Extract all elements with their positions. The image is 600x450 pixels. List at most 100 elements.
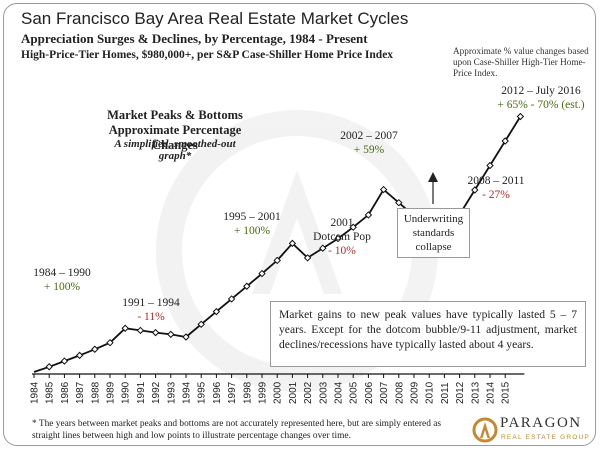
chart-title: San Francisco Bay Area Real Estate Marke… <box>21 9 409 28</box>
x-tick-label: 1998 <box>242 381 253 404</box>
x-tick-label: 1990 <box>121 381 132 404</box>
data-point <box>486 161 494 170</box>
data-point <box>60 357 69 365</box>
footnote: * The years between market peaks and bot… <box>32 419 442 441</box>
data-point <box>364 211 373 219</box>
x-tick-label: 1987 <box>75 381 86 404</box>
data-point <box>121 324 129 332</box>
annotation-change: + 65% - 70% (est.) <box>497 99 585 111</box>
inner-title-line1: Market Peaks & Bottoms <box>107 108 243 122</box>
x-tick-label: 2005 <box>349 381 360 404</box>
data-point <box>45 363 53 371</box>
data-point <box>319 244 327 252</box>
inner-title-line2: Approximate Percentage Changes <box>108 123 242 152</box>
data-point <box>258 269 266 278</box>
data-point <box>243 282 251 290</box>
x-tick-label: 1992 <box>151 381 162 404</box>
chart-frame: 1984 1985 1986 1987 1988 1989 1990 1991 1992 1993… <box>3 3 596 446</box>
annotation-2008-2011: 2008 – 2011 - 27% <box>456 174 536 202</box>
annotation-period: 1995 – 2001 <box>223 211 281 223</box>
annotation-change: - 27% <box>482 189 510 201</box>
data-point <box>349 223 357 231</box>
x-tick-label: 2010 <box>425 381 436 404</box>
data-point <box>334 234 342 243</box>
annotation-2001-dotcom: 2001 Dotcom Pop - 10% <box>307 216 377 258</box>
x-tick-label: 2001 <box>288 381 299 404</box>
x-tick-label: 2012 <box>455 381 466 404</box>
data-point <box>273 256 281 265</box>
underwriting-arrow <box>428 172 438 204</box>
x-tick-label: 1995 <box>197 381 208 404</box>
x-tick-label: 1996 <box>212 381 223 404</box>
underwriting-callout: Underwriting standards collapse <box>397 208 470 258</box>
x-tick-label: 1985 <box>45 381 56 404</box>
paragon-mark-icon <box>472 417 498 443</box>
logo-tagline: REAL ESTATE GROUP <box>501 434 590 441</box>
annotation-change: + 100% <box>43 281 81 293</box>
data-point <box>197 320 205 329</box>
chart-subtitle-2: High-Price-Tier Homes, $980,000+, per S&… <box>21 49 394 61</box>
annotation-1991-1994: 1991 – 1994 - 11% <box>111 296 191 324</box>
annotation-period-line2: Dotcom Pop <box>313 231 371 243</box>
data-point <box>136 326 145 335</box>
data-point <box>167 330 175 339</box>
data-point <box>395 198 403 207</box>
data-point <box>227 295 236 303</box>
x-tick-label: 2011 <box>440 382 451 404</box>
annotation-change: + 100% <box>233 225 271 237</box>
data-point <box>288 239 297 248</box>
data-point <box>516 112 525 121</box>
annotation-1995-2001: 1995 – 2001 + 100% <box>212 210 292 238</box>
annotation-period: 1991 – 1994 <box>122 297 180 309</box>
data-point <box>471 186 479 194</box>
x-tick-label: 2013 <box>470 381 481 404</box>
x-tick-label: 1991 <box>136 381 147 404</box>
annotation-period-line1: 2001 <box>330 217 354 229</box>
x-tick-label: 2014 <box>486 381 497 404</box>
annotation-change: - 10% <box>328 245 356 257</box>
annotation-change: - 11% <box>137 311 165 323</box>
annotation-period: 2012 – July 2016 <box>501 85 581 97</box>
x-tick-label: 2007 <box>379 381 390 404</box>
x-tick-label: 1986 <box>60 381 71 404</box>
annotation-change: + 59% <box>353 144 385 156</box>
annotation-1984-1990: 1984 – 1990 + 100% <box>22 266 102 294</box>
data-point <box>379 185 388 194</box>
x-tick-label: 2003 <box>318 381 329 404</box>
annotation-2012-2016: 2012 – July 2016 + 65% - 70% (est.) <box>486 84 595 112</box>
x-tick-label: 1988 <box>90 381 101 404</box>
x-tick-label: 2009 <box>410 381 421 404</box>
paragon-logo: PARAGON REAL ESTATE GROUP <box>472 413 595 445</box>
underwriting-line1: Underwriting <box>403 213 464 225</box>
summary-box: Market gains to new peak values have typ… <box>270 301 586 367</box>
x-tick-label: 2000 <box>273 381 284 404</box>
data-point <box>303 254 312 262</box>
x-tick-label: 1997 <box>227 381 238 404</box>
x-tick-label: 1984 <box>30 381 41 404</box>
data-point <box>91 345 99 353</box>
annotation-2002-2007: 2002 – 2007 + 59% <box>329 129 409 157</box>
x-tick-label: 1999 <box>258 381 269 404</box>
x-tick-label: 2002 <box>303 381 314 404</box>
x-axis: 1984 1985 1986 1987 1988 1989 1990 1991 1992 1993… <box>30 373 525 404</box>
logo-name: PARAGON <box>500 415 582 431</box>
data-point <box>106 338 114 347</box>
x-tick-label: 2006 <box>364 381 375 404</box>
x-tick-label: 2004 <box>334 381 345 404</box>
x-tick-label: 1994 <box>182 381 193 404</box>
top-right-note: Approximate % value changes based upon C… <box>453 46 589 78</box>
x-tick-label: 2008 <box>394 381 405 404</box>
data-point <box>151 328 160 337</box>
inner-title: Market Peaks & Bottoms Approximate Perce… <box>100 108 250 153</box>
inner-subtitle: A simplified, smoothed-out graph* <box>114 138 236 162</box>
x-tick-label: 2015 <box>501 381 512 404</box>
data-point <box>182 333 190 341</box>
underwriting-line3: collapse <box>415 241 452 253</box>
data-point <box>501 137 509 145</box>
annotation-period: 1984 – 1990 <box>33 267 91 279</box>
chart-subtitle: Appreciation Surges & Declines, by Perce… <box>21 31 368 46</box>
annotation-period: 2008 – 2011 <box>467 175 525 187</box>
data-point <box>212 307 221 316</box>
underwriting-line2: standards <box>412 227 455 239</box>
data-point <box>75 351 84 360</box>
